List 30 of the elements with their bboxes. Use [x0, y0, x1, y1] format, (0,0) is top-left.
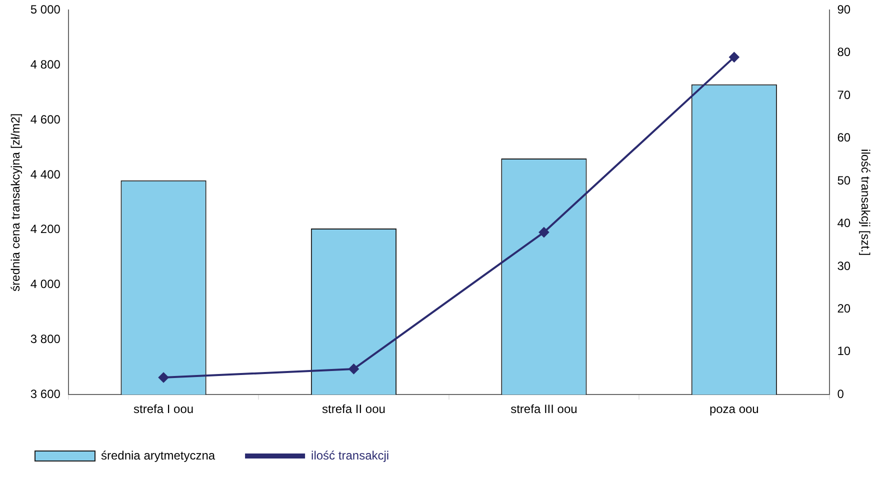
point [348, 364, 359, 374]
y-tick-label: 3 800 [30, 332, 61, 346]
y2-axis-title: ilość transakcji [szt.] [858, 149, 872, 256]
y-tick-label: 4 800 [30, 57, 61, 72]
x-tick-label: strefa III oou [510, 402, 578, 416]
y2-tick-label: 90 [837, 2, 851, 17]
y-tick-label: 4 600 [30, 112, 61, 126]
y-axis-title: średnia cena transakcyjna [zł/m2] [8, 113, 23, 292]
y-tick-label: 4 000 [30, 277, 61, 292]
x-tick-label: strefa II oou [322, 402, 386, 416]
y2-tick-label: 20 [837, 301, 851, 316]
point [158, 372, 169, 383]
y2-tick-label: 70 [837, 88, 851, 102]
y2-tick-label: 40 [837, 216, 851, 230]
legend-label: średnia arytmetyczna [101, 448, 216, 462]
y-tick-label: 4 400 [30, 167, 61, 182]
y2-tick-label: 50 [837, 173, 851, 188]
y2-tick-label: 30 [837, 258, 851, 273]
point [729, 52, 740, 62]
y-tick-label: 4 200 [30, 222, 61, 236]
point [538, 227, 549, 238]
y2-tick-label: 0 [837, 386, 844, 401]
y-tick-label: 5 000 [30, 2, 61, 17]
x-tick-label: poza oou [709, 402, 759, 416]
text: ilość transakcji [311, 448, 390, 462]
y2-tick-label: 60 [837, 130, 851, 145]
y2-tick-label: 80 [837, 45, 851, 60]
x-tick-label: strefa I oou [134, 402, 194, 416]
y-tick-label: 3 600 [30, 386, 61, 401]
y2-tick-label: 10 [837, 344, 851, 358]
